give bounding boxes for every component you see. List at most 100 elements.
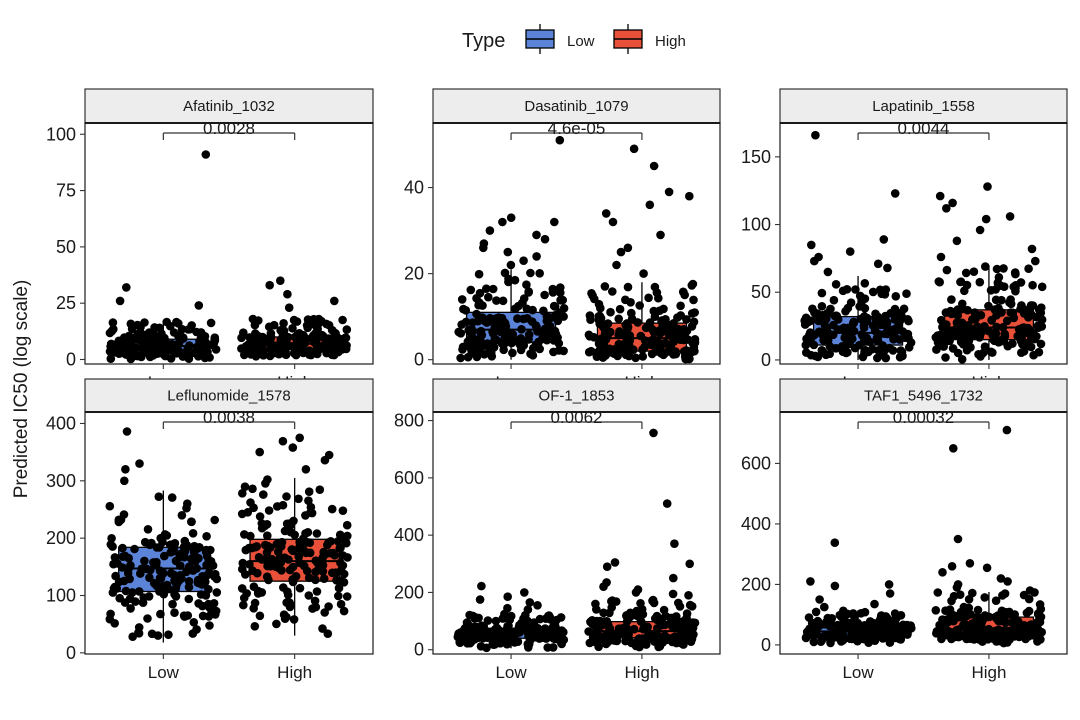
data-point — [621, 632, 630, 642]
outlier-point — [830, 581, 840, 591]
data-point — [539, 306, 548, 316]
data-point — [1029, 350, 1038, 360]
data-point — [158, 537, 167, 547]
outlier-point — [122, 283, 131, 292]
outlier-point — [288, 443, 298, 452]
outlier-point — [602, 562, 612, 571]
data-point — [876, 320, 886, 330]
data-point — [474, 300, 483, 310]
data-point — [559, 304, 569, 313]
data-point — [862, 333, 871, 343]
data-point — [187, 517, 196, 526]
data-point — [654, 293, 663, 303]
data-point — [188, 629, 198, 638]
data-point — [891, 619, 900, 629]
data-point — [322, 319, 331, 329]
data-point — [315, 485, 325, 495]
data-point — [984, 624, 994, 634]
data-point — [604, 344, 613, 354]
data-point — [306, 502, 316, 512]
data-point — [205, 621, 214, 630]
data-point — [488, 327, 497, 337]
data-point — [186, 554, 196, 564]
data-point — [166, 354, 176, 363]
outlier-point — [320, 455, 330, 465]
plot-area — [801, 425, 1046, 648]
outlier-point — [255, 447, 264, 457]
data-point — [1015, 334, 1025, 343]
data-point — [650, 342, 660, 351]
data-point — [994, 634, 1003, 643]
outlier-point — [685, 191, 694, 201]
data-point — [679, 347, 689, 356]
data-point — [304, 591, 314, 600]
data-point — [184, 594, 194, 604]
data-point — [278, 329, 288, 338]
outlier-point — [506, 260, 516, 270]
data-point — [201, 545, 211, 555]
data-point — [238, 489, 247, 498]
y-tick-label: 0 — [761, 350, 771, 370]
data-point — [502, 637, 512, 646]
data-point — [526, 626, 535, 635]
data-point — [556, 631, 566, 641]
data-point — [318, 560, 328, 570]
data-point — [463, 337, 473, 346]
data-point — [145, 352, 155, 362]
outlier-point — [120, 476, 129, 486]
data-point — [239, 328, 248, 338]
x-tick-label: Low — [148, 663, 180, 682]
data-point — [524, 288, 533, 297]
data-point — [992, 264, 1002, 274]
data-point — [952, 318, 962, 328]
y-tick-label: 100 — [741, 215, 771, 235]
data-point — [319, 333, 329, 342]
data-point — [125, 594, 135, 603]
data-point — [1012, 626, 1021, 635]
data-point — [822, 314, 831, 324]
data-point — [809, 340, 819, 350]
data-point — [248, 345, 257, 354]
data-point — [627, 314, 637, 324]
data-point — [903, 630, 912, 639]
data-point — [116, 336, 125, 346]
outlier-point — [629, 144, 639, 154]
y-tick-label: 100 — [46, 586, 76, 606]
data-point — [932, 345, 941, 354]
data-point — [690, 308, 699, 317]
data-point — [342, 325, 352, 334]
outlier-point — [938, 568, 947, 577]
data-point — [949, 611, 958, 620]
data-point — [676, 301, 685, 311]
data-point — [890, 609, 900, 618]
data-point — [263, 475, 272, 484]
data-point — [240, 482, 250, 492]
data-point — [1031, 312, 1041, 322]
data-point — [143, 614, 152, 623]
data-point — [106, 354, 116, 364]
outlier-point — [649, 161, 659, 171]
data-point — [971, 314, 980, 324]
data-point — [688, 618, 698, 627]
data-point — [860, 279, 870, 288]
data-point — [176, 549, 185, 559]
data-point — [184, 325, 193, 334]
data-point — [860, 621, 869, 630]
data-point — [151, 580, 161, 589]
data-point — [585, 311, 595, 320]
data-point — [205, 568, 214, 577]
y-tick-label: 25 — [56, 293, 76, 313]
data-point — [188, 566, 198, 575]
data-point — [326, 537, 336, 546]
data-point — [808, 304, 817, 314]
data-point — [108, 318, 118, 327]
data-point — [275, 539, 285, 548]
data-point — [246, 531, 255, 541]
outlier-point — [953, 534, 963, 544]
data-point — [974, 350, 983, 359]
data-point — [535, 344, 544, 354]
data-point — [310, 596, 320, 606]
data-point — [963, 305, 972, 315]
data-point — [608, 287, 617, 296]
data-point — [201, 577, 210, 586]
